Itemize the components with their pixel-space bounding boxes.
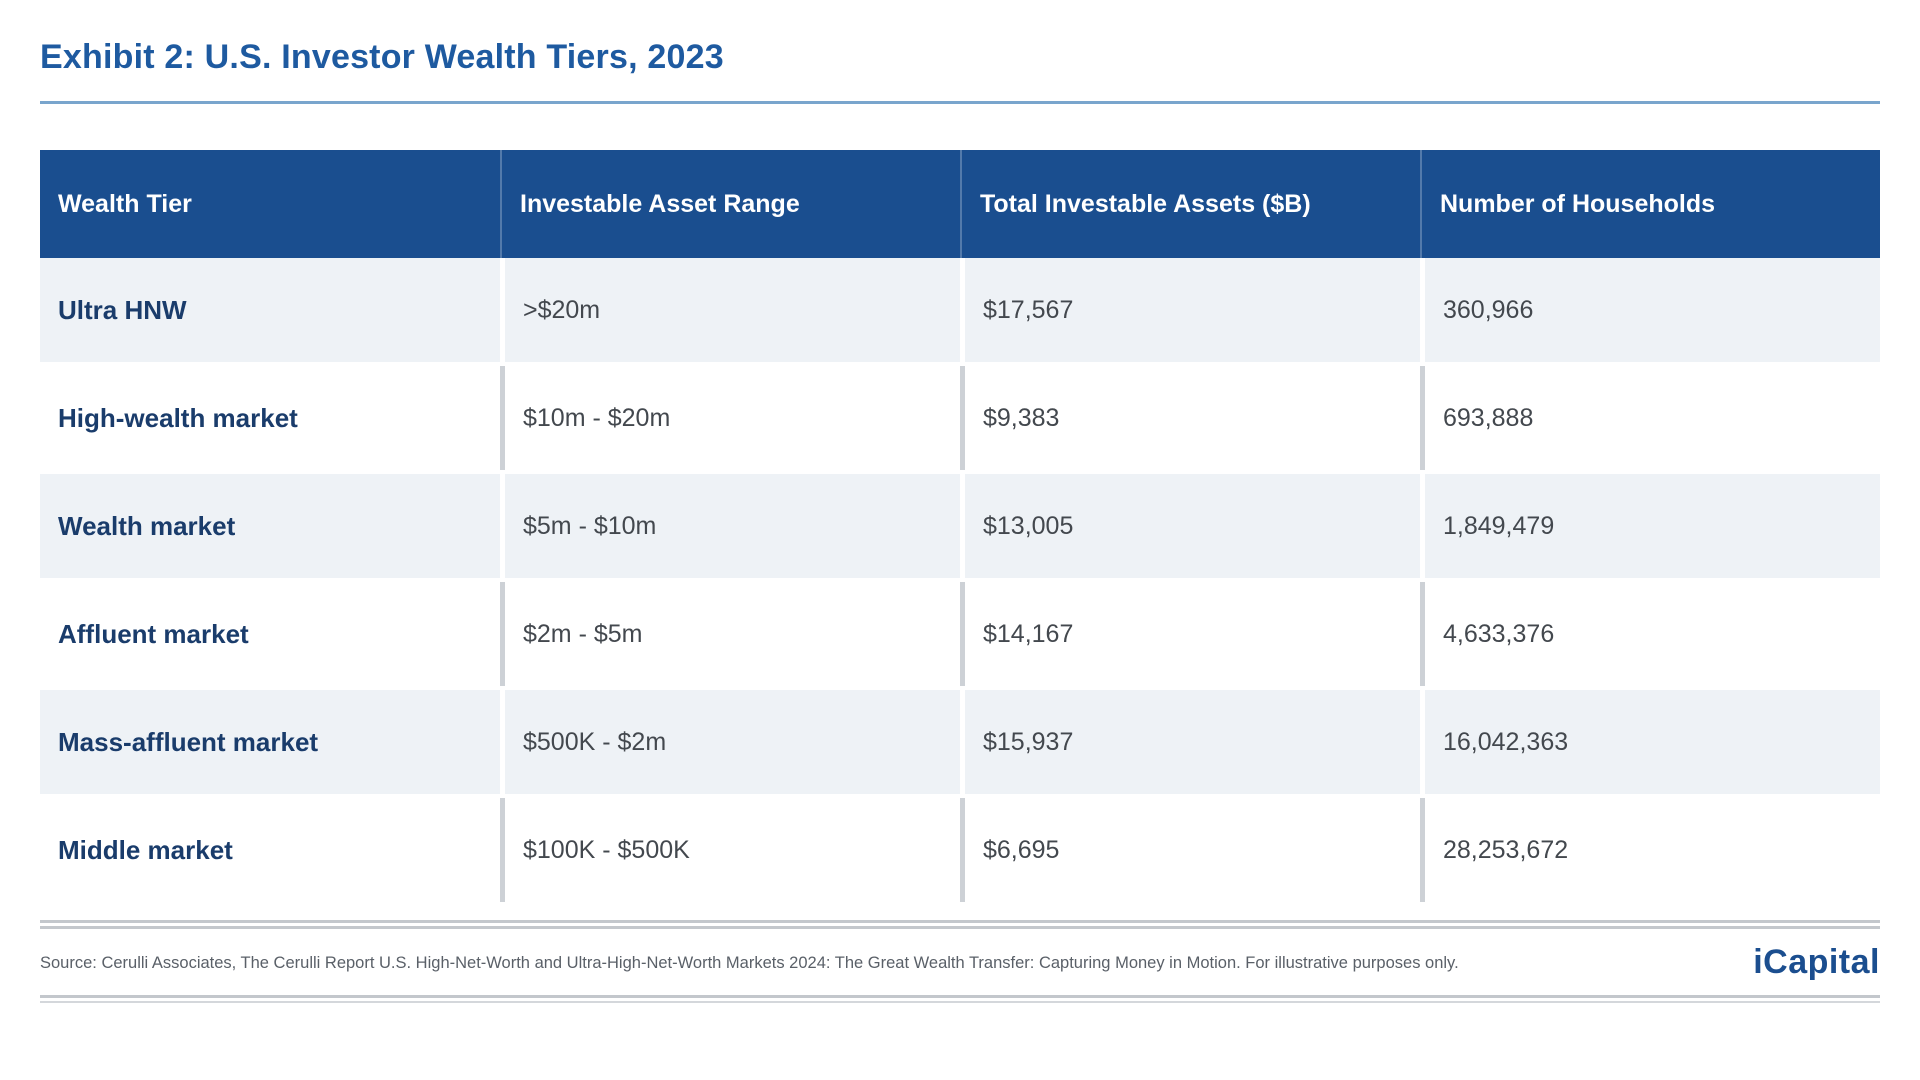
cell-asset-range: $100K - $500K <box>500 798 960 902</box>
wealth-tiers-table: Wealth Tier Investable Asset Range Total… <box>40 150 1880 906</box>
cell-tier: Mass-affluent market <box>58 726 319 757</box>
cell-asset-range: $5m - $10m <box>500 474 960 578</box>
cell-total-assets: $13,005 <box>960 474 1420 578</box>
cell-asset-range: $2m - $5m <box>500 582 960 686</box>
column-header-total-assets: Total Investable Assets ($B) <box>960 150 1420 258</box>
cell-households: 4,633,376 <box>1420 582 1880 686</box>
footer-bottom-divider <box>40 995 1880 1003</box>
cell-tier: Affluent market <box>58 618 249 649</box>
cell-total-assets: $9,383 <box>960 366 1420 470</box>
icapital-logo: iCapital <box>1753 943 1880 981</box>
cell-households: 360,966 <box>1420 258 1880 362</box>
cell-total-assets: $15,937 <box>960 690 1420 794</box>
table-row-ultra-hnw: Ultra HNW >$20m $17,567 360,966 <box>40 258 1880 366</box>
cell-households: 16,042,363 <box>1420 690 1880 794</box>
cell-total-assets: $17,567 <box>960 258 1420 362</box>
table-row-mass-affluent: Mass-affluent market $500K - $2m $15,937… <box>40 690 1880 798</box>
column-header-wealth-tier: Wealth Tier <box>58 189 192 218</box>
column-header-asset-range: Investable Asset Range <box>500 150 960 258</box>
cell-total-assets: $14,167 <box>960 582 1420 686</box>
source-note: Source: Cerulli Associates, The Cerulli … <box>40 954 1459 972</box>
table-row-middle-market: Middle market $100K - $500K $6,695 28,25… <box>40 798 1880 906</box>
table-header-row: Wealth Tier Investable Asset Range Total… <box>40 150 1880 258</box>
cell-households: 28,253,672 <box>1420 798 1880 902</box>
cell-tier: High-wealth market <box>58 402 298 433</box>
footer-bar: Source: Cerulli Associates, The Cerulli … <box>40 945 1880 979</box>
page-title: Exhibit 2: U.S. Investor Wealth Tiers, 2… <box>40 38 724 76</box>
title-divider <box>40 101 1880 104</box>
table-row-affluent-market: Affluent market $2m - $5m $14,167 4,633,… <box>40 582 1880 690</box>
cell-asset-range: >$20m <box>500 258 960 362</box>
cell-tier: Wealth market <box>58 510 236 541</box>
cell-tier: Middle market <box>58 834 233 865</box>
cell-households: 693,888 <box>1420 366 1880 470</box>
column-header-households: Number of Households <box>1420 150 1880 258</box>
cell-asset-range: $10m - $20m <box>500 366 960 470</box>
cell-total-assets: $6,695 <box>960 798 1420 902</box>
footer-top-divider <box>40 920 1880 929</box>
cell-households: 1,849,479 <box>1420 474 1880 578</box>
table-row-high-wealth: High-wealth market $10m - $20m $9,383 69… <box>40 366 1880 474</box>
table-row-wealth-market: Wealth market $5m - $10m $13,005 1,849,4… <box>40 474 1880 582</box>
cell-tier: Ultra HNW <box>58 294 187 325</box>
cell-asset-range: $500K - $2m <box>500 690 960 794</box>
